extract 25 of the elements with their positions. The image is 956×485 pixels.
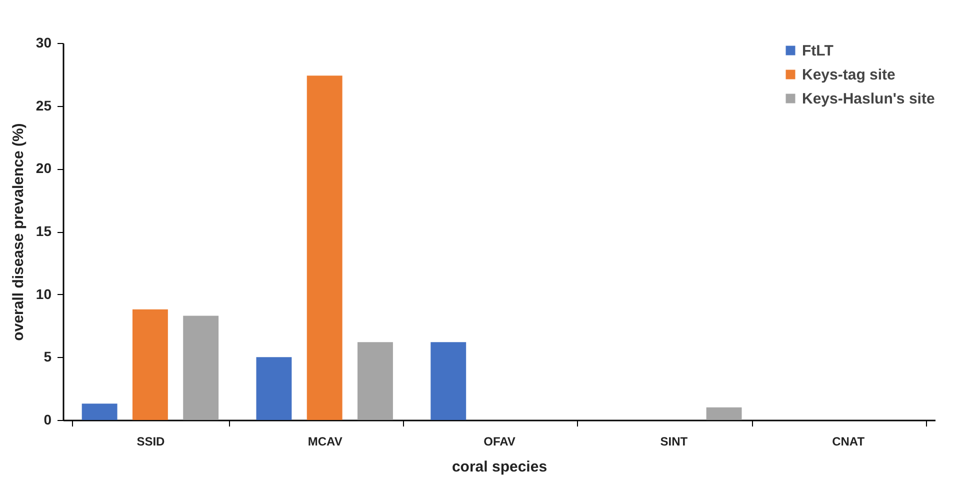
bar xyxy=(306,76,342,420)
y-tick-label: 25 xyxy=(36,97,52,114)
bar xyxy=(82,404,118,420)
bar xyxy=(706,407,742,420)
bar xyxy=(256,357,292,420)
y-tick-label: 5 xyxy=(44,348,52,365)
y-axis-title: overall disease prevalence (%) xyxy=(10,123,27,341)
legend-label: FtLT xyxy=(802,42,834,60)
y-tick-label: 10 xyxy=(36,286,52,302)
bar xyxy=(430,342,466,420)
x-tick-label: CNAT xyxy=(832,434,866,448)
x-tick-label: SSID xyxy=(136,434,166,448)
y-tick-label: 15 xyxy=(36,223,52,239)
x-axis-title: coral species xyxy=(452,458,548,476)
y-tick-label: 30 xyxy=(36,34,52,50)
bar xyxy=(183,316,219,420)
x-tick-label: MCAV xyxy=(308,434,342,448)
y-tick-label: 0 xyxy=(44,412,52,428)
y-tick-label: 20 xyxy=(36,160,52,176)
legend-label: Keys-tag site xyxy=(802,66,896,84)
x-tick-label: SINT xyxy=(660,434,688,448)
legend-label: Keys-Haslun's site xyxy=(802,90,935,108)
x-tick-label: OFAV xyxy=(484,434,516,448)
bar xyxy=(132,309,168,420)
bar xyxy=(358,342,393,420)
